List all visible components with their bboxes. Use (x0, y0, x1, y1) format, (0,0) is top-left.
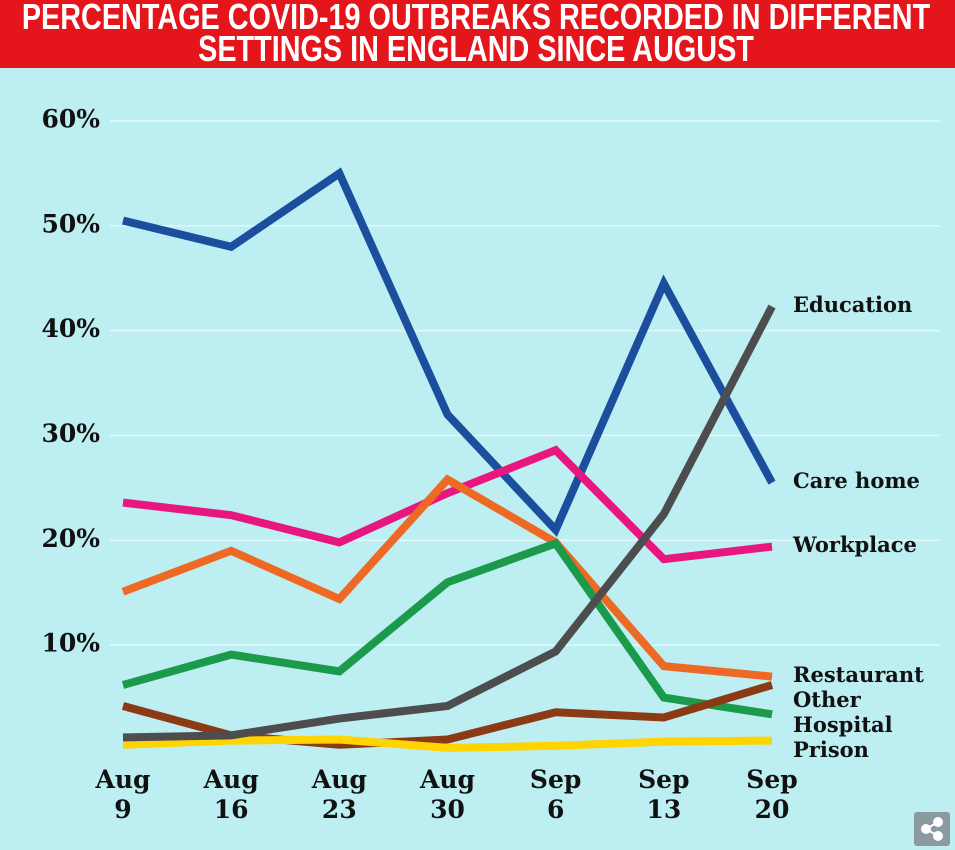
y-tick-label: 20% (41, 524, 100, 553)
legend-label: Care home (793, 468, 920, 493)
series-line (122, 445, 773, 564)
share-icon[interactable] (921, 817, 943, 841)
legend-label: Hospital (793, 712, 893, 737)
x-tick-label: Aug 9 (95, 765, 151, 824)
x-tick-label: Aug 16 (203, 765, 259, 824)
y-tick-label: 10% (41, 629, 100, 658)
legend-label: Other (793, 687, 862, 712)
y-tick-label: 30% (41, 419, 100, 448)
legend-label: Education (793, 292, 912, 317)
title-banner: PERCENTAGE COVID-19 OUTBREAKS RECORDED I… (0, 0, 955, 68)
series-line (122, 304, 776, 742)
x-tick-label: Sep 13 (638, 765, 690, 824)
share-button[interactable] (914, 812, 950, 846)
x-tick-label: Aug 30 (419, 765, 476, 824)
y-tick-label: 50% (41, 209, 100, 238)
series-line (121, 474, 773, 681)
share-bg[interactable] (914, 812, 950, 846)
chart-title: PERCENTAGE COVID-19 OUTBREAKS RECORDED I… (21, 0, 931, 68)
y-tick-label: 60% (41, 104, 100, 133)
legend-label: Prison (793, 737, 869, 762)
y-tick-label: 40% (41, 314, 100, 343)
legend-label: Restaurant (793, 662, 924, 687)
series-line (122, 167, 776, 537)
series-line (121, 538, 773, 719)
x-tick-label: Sep 6 (529, 765, 582, 824)
legend-label: Workplace (792, 532, 917, 557)
x-tick-label: Sep 20 (746, 765, 798, 824)
series-line (122, 735, 773, 752)
x-tick-label: Aug 23 (311, 765, 367, 824)
